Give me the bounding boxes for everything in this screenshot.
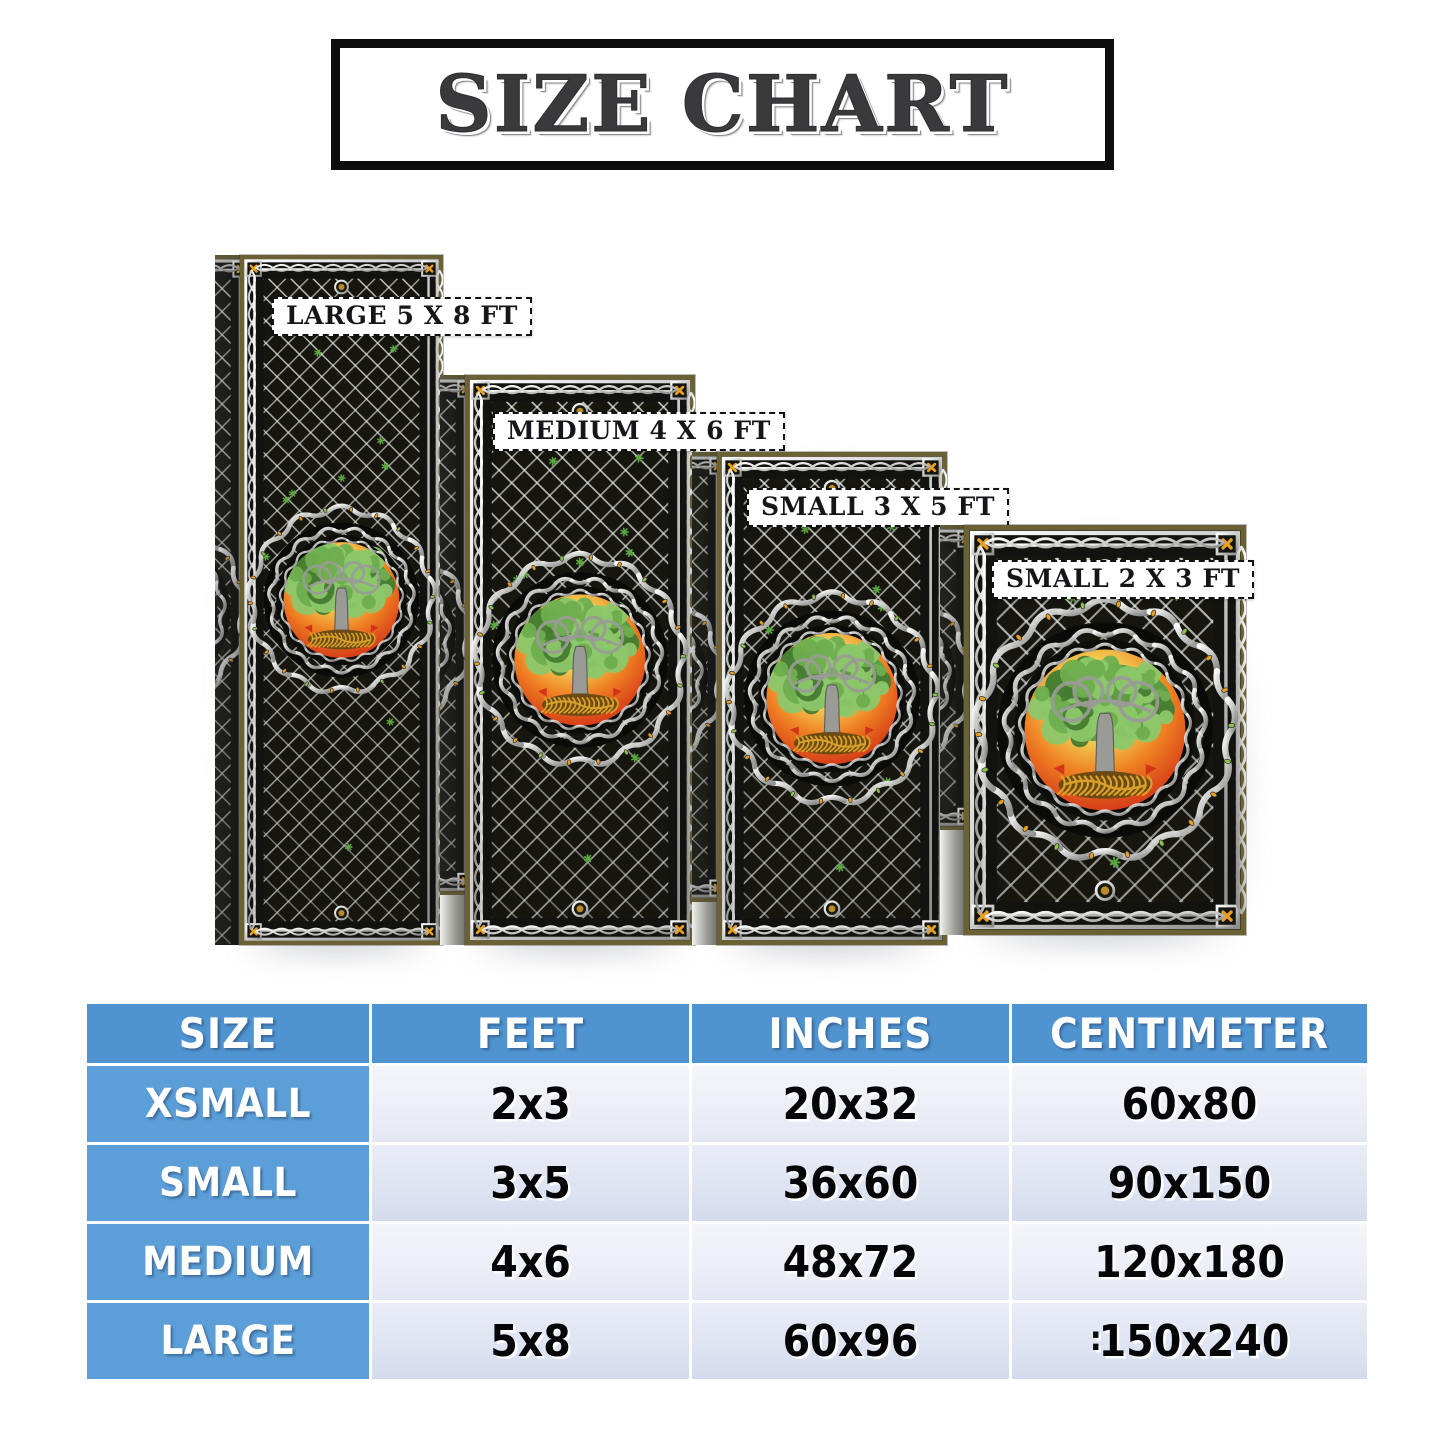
cell-centimeter: 120x180 <box>1012 1221 1367 1300</box>
canvas-artwork-small <box>717 452 947 945</box>
cell-feet: 2x3 <box>372 1063 692 1142</box>
canvas-wrapped-edge <box>940 525 966 935</box>
cell-feet: 3x5 <box>372 1142 692 1221</box>
column-header-feet: FEET <box>372 1004 692 1063</box>
cell-centimeter: 90x150 <box>1012 1142 1367 1221</box>
cell-inches: 20x32 <box>692 1063 1012 1142</box>
cell-centimeter-value: 150x240 <box>1098 1315 1290 1367</box>
canvas-preview-group: LARGE 5 X 8 FT <box>0 230 1445 990</box>
table-row: MEDIUM 4x6 48x72 120x180 <box>87 1221 1367 1300</box>
cell-size: MEDIUM <box>87 1221 372 1300</box>
table-row: XSMALL 2x3 20x32 60x80 <box>87 1063 1367 1142</box>
cell-centimeter: :150x240 <box>1012 1300 1367 1379</box>
canvas-preview-small[interactable]: SMALL 3 X 5 FT <box>692 452 1010 959</box>
canvas-artwork-medium <box>465 375 695 945</box>
column-header-size: SIZE <box>87 1004 372 1063</box>
cm-artifact-mark: : <box>1089 1319 1102 1359</box>
size-label-large: LARGE 5 X 8 FT <box>272 297 532 337</box>
cell-size: XSMALL <box>87 1063 372 1142</box>
size-label-small: SMALL 3 X 5 FT <box>747 488 1010 528</box>
title-banner: SIZE CHART <box>331 39 1114 170</box>
size-table: SIZE FEET INCHES CENTIMETER XSMALL 2x3 20x… <box>87 1004 1367 1379</box>
table-header-row: SIZE FEET INCHES CENTIMETER <box>87 1004 1367 1063</box>
canvas-preview-xsmall[interactable]: SMALL 2 X 3 FT <box>940 525 1256 949</box>
canvas-preview-large[interactable]: LARGE 5 X 8 FT <box>215 255 532 959</box>
size-label-xsmall: SMALL 2 X 3 FT <box>992 560 1255 600</box>
cell-inches: 60x96 <box>692 1300 1012 1379</box>
cell-inches: 36x60 <box>692 1142 1012 1221</box>
cell-centimeter: 60x80 <box>1012 1063 1367 1142</box>
table-body: XSMALL 2x3 20x32 60x80 SMALL 3x5 36x60 90x150 ME… <box>87 1063 1367 1379</box>
cell-feet: 4x6 <box>372 1221 692 1300</box>
canvas-wrapped-edge <box>215 255 241 945</box>
page-title: SIZE CHART <box>435 59 1010 151</box>
column-header-centimeter: CENTIMETER <box>1012 1004 1367 1063</box>
column-header-inches: INCHES <box>692 1004 1012 1063</box>
cell-feet: 5x8 <box>372 1300 692 1379</box>
size-label-medium: MEDIUM 4 X 6 FT <box>493 412 785 452</box>
cell-size: SMALL <box>87 1142 372 1221</box>
cell-size: LARGE <box>87 1300 372 1379</box>
canvas-wrapped-edge <box>692 452 718 945</box>
canvas-preview-medium[interactable]: MEDIUM 4 X 6 FT <box>440 375 785 959</box>
canvas-wrapped-edge <box>440 375 466 945</box>
cell-inches: 48x72 <box>692 1221 1012 1300</box>
canvas-artwork-large <box>240 255 443 945</box>
table-row: SMALL 3x5 36x60 90x150 <box>87 1142 1367 1221</box>
table-row: LARGE 5x8 60x96:150x240 <box>87 1300 1367 1379</box>
